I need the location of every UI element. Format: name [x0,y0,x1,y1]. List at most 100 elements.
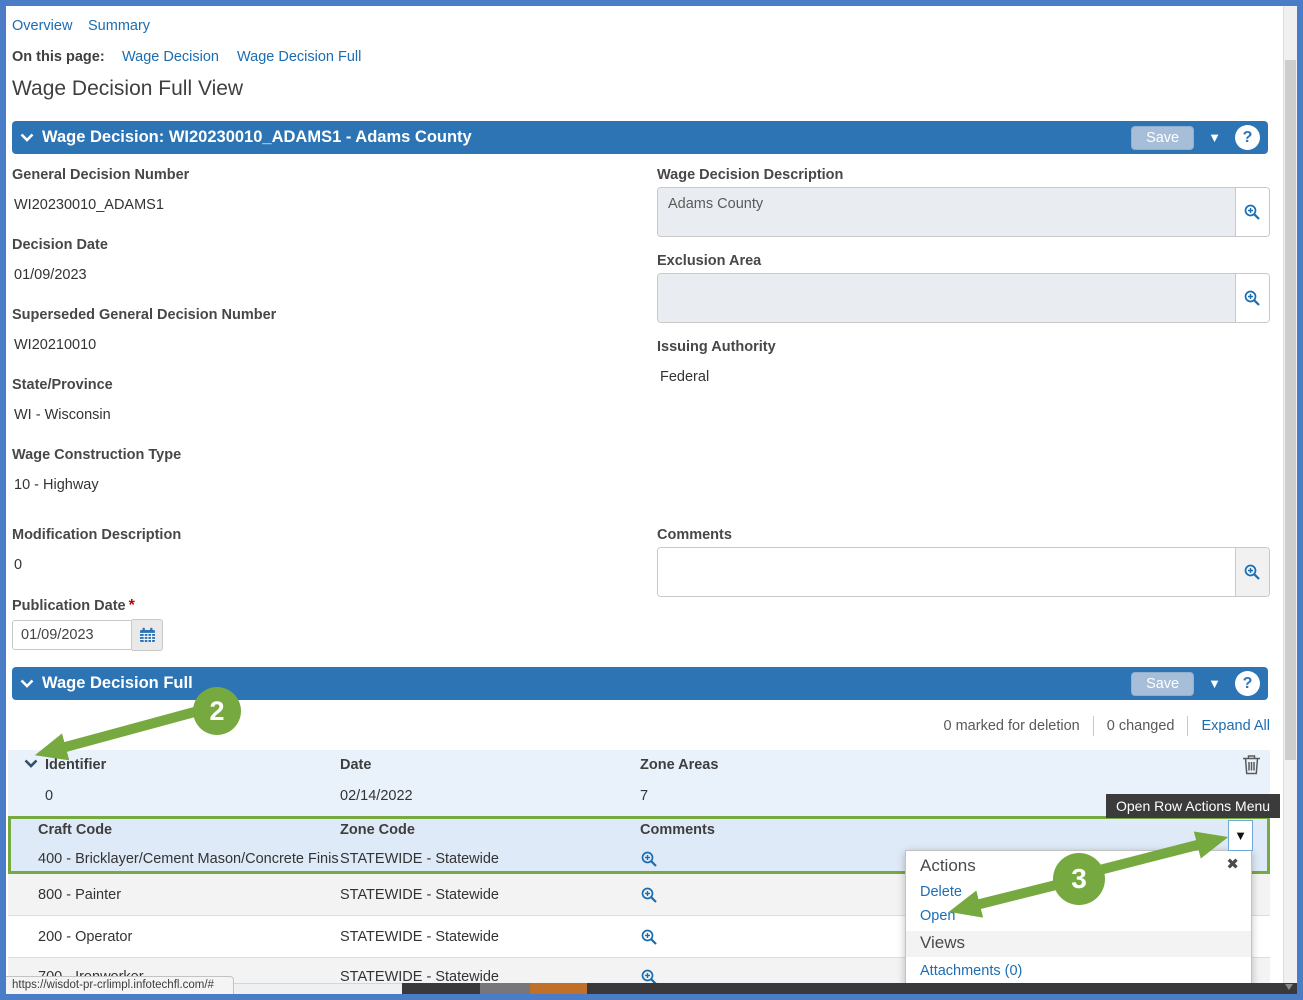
window-frame-bottom [0,994,1303,1000]
expand-comments-button[interactable] [1235,548,1269,596]
field-value: WI - Wisconsin [14,407,111,423]
component-actions-caret-icon[interactable]: ▼ [1208,130,1221,145]
identifier-value: 0 [45,788,54,804]
identifier-column-header: Identifier [45,757,107,773]
craft-code-cell[interactable]: 400 - Bricklayer/Cement Mason/Concrete F… [38,851,339,867]
zoom-in-icon [1244,564,1260,580]
field-value: 10 - Highway [14,477,99,493]
wage-decision-description-value: Adams County [658,188,1235,236]
scroll-right-arrow-icon[interactable] [1285,984,1293,990]
date-column-header: Date [340,757,372,773]
wage-decision-full-panel-header: Wage Decision Full Save ▼ ? [12,667,1268,700]
delete-rows-trash-icon[interactable] [1242,754,1261,775]
marked-for-deletion-count: 0 marked for deletion [943,718,1080,734]
zone-code-cell[interactable]: STATEWIDE - Statewide [340,929,499,945]
expand-description-button[interactable] [1235,188,1269,236]
zone-code-cell[interactable]: STATEWIDE - Statewide [340,887,499,903]
field-value: 0 [14,557,23,573]
divider [1187,716,1189,736]
craft-code-cell[interactable]: 200 - Operator [38,929,133,945]
collapse-chevron-icon[interactable] [20,133,34,142]
comments-value[interactable] [658,548,1235,596]
vertical-scrollbar-thumb[interactable] [1285,60,1296,760]
field-label: Wage Construction Type [12,447,182,463]
window-frame-right [1297,0,1303,1000]
wage-decision-panel-header: Wage Decision: WI20230010_ADAMS1 - Adams… [12,121,1268,154]
comments-field[interactable] [657,547,1270,597]
exclusion-area-label: Exclusion Area [657,253,762,269]
publication-date-input[interactable] [12,620,132,650]
panel-title: Wage Decision Full [42,674,193,692]
save-button[interactable]: Save [1131,125,1195,150]
menu-item-open[interactable]: Open [920,908,956,924]
row-actions-tooltip: Open Row Actions Menu [1106,794,1281,818]
taskbar-app-segment [480,983,530,994]
zone-areas-value: 7 [640,788,649,804]
field-value: WI20210010 [14,337,97,353]
on-this-page-label: On this page: [12,49,105,65]
zone-areas-column-header: Zone Areas [640,757,719,773]
on-this-page-wage-decision-link[interactable]: Wage Decision [122,49,219,65]
issuing-authority-value: Federal [660,369,710,385]
zoom-in-icon[interactable] [641,887,658,904]
save-button[interactable]: Save [1131,671,1195,696]
exclusion-area-value [658,274,1235,322]
field-label: State/Province [12,377,113,393]
field-value: WI20230010_ADAMS1 [14,197,164,213]
on-this-page-wage-decision-full-link[interactable]: Wage Decision Full [237,49,362,65]
expand-all-link[interactable]: Expand All [1201,718,1270,734]
window-frame-left [0,0,6,1000]
field-label: General Decision Number [12,167,190,183]
component-actions-caret-icon[interactable]: ▼ [1208,676,1221,691]
row-actions-caret-button[interactable]: ▼ [1228,820,1253,851]
views-menu-header: Views [920,933,966,952]
views-header-strip [906,931,1251,957]
field-label: Modification Description [12,527,182,543]
menu-item-delete[interactable]: Delete [920,884,962,900]
close-icon[interactable]: ✖ [1226,856,1239,873]
date-value: 02/14/2022 [340,788,413,804]
help-icon[interactable]: ? [1235,671,1260,696]
divider [1092,716,1094,736]
taskbar-sliver [402,983,1297,994]
craft-code-cell[interactable]: 800 - Painter [38,887,122,903]
changed-count: 0 changed [1106,718,1175,734]
issuing-authority-label: Issuing Authority [657,339,776,355]
zone-code-cell[interactable]: STATEWIDE - Statewide [340,851,499,867]
publication-date-label: Publication Date [12,598,126,614]
vertical-scrollbar[interactable] [1283,6,1297,983]
zoom-in-icon[interactable] [641,851,658,868]
row-actions-menu: Actions ✖ Delete Open Views Attachments … [905,850,1252,1000]
wage-decision-description-field: Adams County [657,187,1270,237]
caret-down-icon: ▼ [1234,828,1247,843]
expand-exclusion-button[interactable] [1235,274,1269,322]
comments-label: Comments [657,527,732,543]
panel-title: Wage Decision: WI20230010_ADAMS1 - Adams… [42,128,472,146]
zoom-in-icon[interactable] [641,929,658,946]
nav-overview-link[interactable]: Overview [12,18,73,34]
required-marker: * [128,597,135,614]
zoom-in-icon [1244,290,1260,306]
taskbar-app-segment-orange [530,983,587,994]
window-frame-top [0,0,1303,6]
wage-decision-description-label: Wage Decision Description [657,167,844,183]
date-picker-button[interactable] [132,619,163,651]
comments-column-header: Comments [640,822,715,838]
browser-status-bar: https://wisdot-pr-crlimpl.infotechfl.com… [6,976,234,996]
actions-menu-header: Actions [920,856,976,875]
field-value: 01/09/2023 [14,267,87,283]
row-collapse-chevron-icon[interactable] [24,759,38,768]
field-label: Decision Date [12,237,108,253]
help-icon[interactable]: ? [1235,125,1260,150]
exclusion-area-field [657,273,1270,323]
field-label: Superseded General Decision Number [12,307,277,323]
zone-code-cell[interactable]: STATEWIDE - Statewide [340,969,499,985]
collapse-chevron-icon[interactable] [20,679,34,688]
nav-summary-link[interactable]: Summary [88,18,151,34]
zoom-in-icon [1244,204,1260,220]
calendar-icon [139,627,155,642]
menu-item-attachments[interactable]: Attachments (0) [920,963,1023,979]
zone-code-column-header: Zone Code [340,822,415,838]
horizontal-scrollbar[interactable] [230,983,402,994]
